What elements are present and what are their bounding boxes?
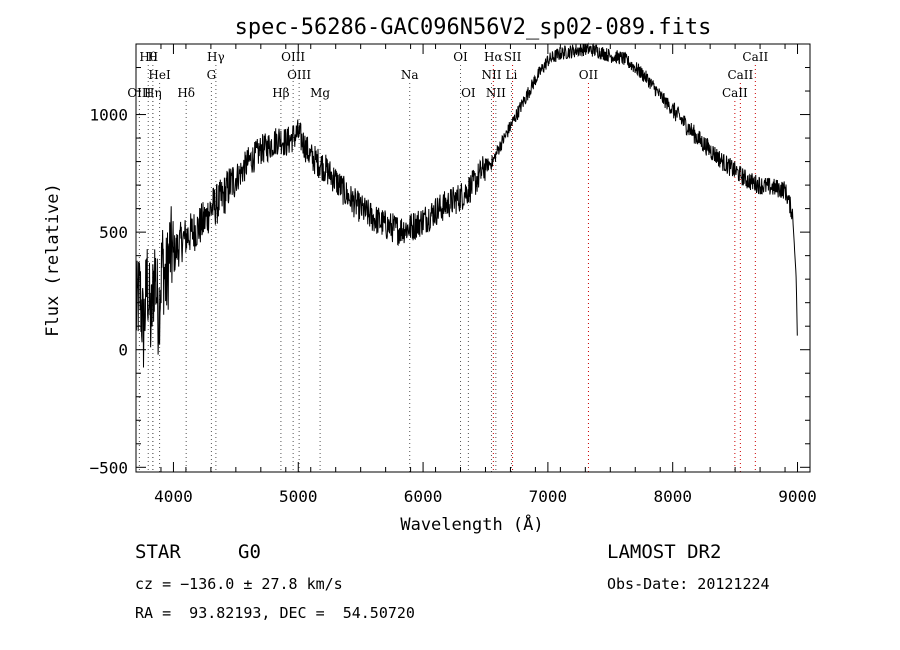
- line-label-15: CaII: [727, 68, 753, 82]
- line-label-0: Hθ: [139, 50, 157, 64]
- y-tick-label-0: −500: [89, 458, 128, 477]
- line-label-4: OI: [453, 50, 468, 64]
- x-tick-label-1: 5000: [279, 487, 318, 506]
- line-label-8: HeI: [148, 68, 171, 82]
- x-axis-label: Wavelength (Å): [400, 513, 543, 535]
- line-label-1: H: [148, 50, 158, 64]
- plot-frame: [135, 43, 811, 473]
- line-label-22: NII: [486, 86, 506, 100]
- line-label-7: CaII: [742, 50, 768, 64]
- object-type: STAR: [135, 541, 181, 563]
- spectrum-series: [135, 42, 798, 368]
- y-tick-label-3: 1000: [89, 106, 128, 125]
- line-label-11: Na: [401, 68, 419, 82]
- line-label-23: CaII: [722, 86, 748, 100]
- axes: 4000 5000 6000 7000 8000 9000 −500 0 500 1000: [89, 44, 817, 506]
- survey-name: LAMOST DR2: [607, 541, 722, 563]
- x-tick-label-3: 7000: [529, 487, 568, 506]
- x-tick-label-4: 8000: [653, 487, 692, 506]
- line-label-18: Hδ: [177, 86, 195, 100]
- line-label-3: OIII: [281, 50, 305, 64]
- chart-title: spec-56286-GAC096N56V2_sp02-089.fits: [235, 15, 712, 40]
- x-tick-label-0: 4000: [154, 487, 193, 506]
- spectrum-line: [135, 42, 798, 368]
- x-tick-label-5: 9000: [778, 487, 817, 506]
- line-label-19: Hβ: [272, 86, 289, 100]
- redshift-velocity: cz = −136.0 ± 27.8 km/s: [135, 575, 343, 593]
- y-tick-label-1: 0: [118, 341, 128, 360]
- line-label-16: OIII: [127, 86, 151, 100]
- line-label-6: SII: [504, 50, 522, 64]
- line-label-2: Hγ: [207, 50, 225, 64]
- line-label-5: Hα: [484, 50, 503, 64]
- x-tick-label-2: 6000: [404, 487, 443, 506]
- y-tick-label-2: 500: [99, 223, 128, 242]
- line-label-17: Hη: [144, 86, 162, 100]
- line-label-13: Li: [506, 68, 518, 82]
- line-label-20: Mg: [310, 86, 330, 100]
- line-label-10: OIII: [287, 68, 311, 82]
- line-label-9: G: [207, 68, 217, 82]
- coordinates: RA = 93.82193, DEC = 54.50720: [135, 604, 415, 622]
- y-axis-label: Flux (relative): [43, 183, 63, 337]
- line-label-12: NII: [481, 68, 501, 82]
- observation-date: Obs-Date: 20121224: [607, 575, 770, 593]
- line-label-21: OI: [461, 86, 476, 100]
- subclass: G0: [238, 541, 261, 563]
- line-label-14: OII: [579, 68, 599, 82]
